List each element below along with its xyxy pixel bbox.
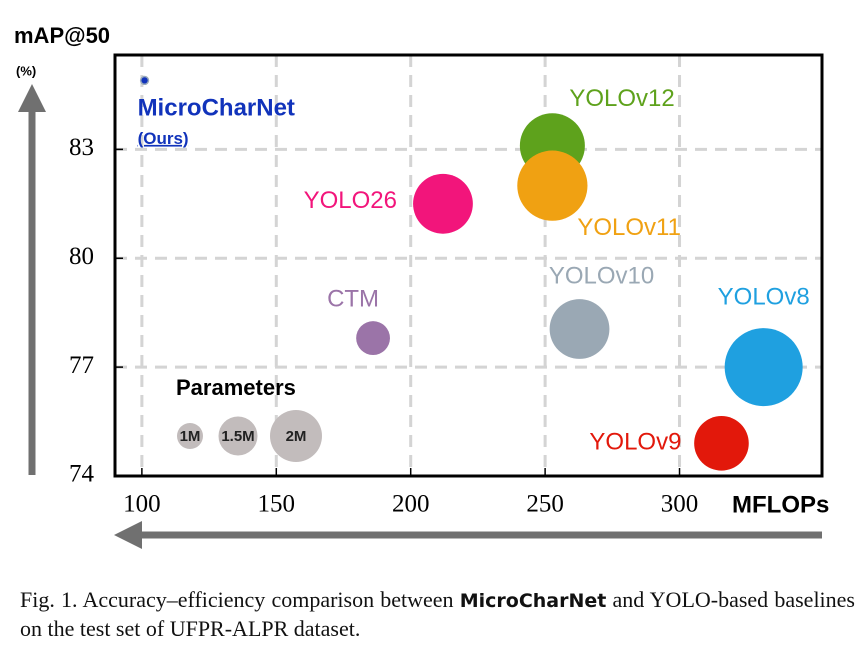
x-tick-label: 250 — [526, 491, 564, 518]
point-label: YOLOv12 — [569, 85, 674, 112]
x-axis-label: MFLOPs — [732, 491, 829, 518]
bubble — [356, 321, 390, 355]
x-tick-label: 200 — [392, 491, 430, 518]
bubble — [413, 173, 473, 234]
x-tick-label: 100 — [123, 491, 161, 518]
size-legend-bubble — [177, 423, 203, 449]
point-sublabel: (Ours) — [138, 129, 189, 148]
y-tick-label: 83 — [69, 134, 94, 161]
size-legend-label: 2M — [286, 428, 307, 445]
bubble — [694, 416, 749, 471]
size-legend-bubble — [218, 416, 258, 456]
bubble — [517, 150, 588, 221]
point-label: YOLO26 — [304, 187, 397, 214]
x-tick-label: 300 — [661, 491, 699, 518]
x-tick-label: 150 — [258, 491, 296, 518]
point-label: CTM — [327, 285, 379, 312]
point-label: YOLOv11 — [577, 214, 681, 241]
plot-frame — [113, 53, 824, 478]
point-label: YOLOv9 — [589, 429, 681, 456]
point-label: YOLOv10 — [549, 262, 654, 289]
caption-method: MicroCharNet — [459, 590, 607, 612]
size-legend-label: 1.5M — [221, 428, 254, 445]
bubble — [724, 328, 803, 407]
y-axis-label: mAP@50 — [14, 23, 110, 48]
chart: mAP@50 (%) MFLOPs 100 150 200 250 300 74 77 80 8… — [14, 23, 829, 549]
size-legend-label: 1M — [180, 428, 201, 445]
y-axis-unit: (%) — [16, 63, 36, 78]
caption-text: and YOLO-based baselines on the test set… — [20, 587, 855, 641]
caption: Fig. 1. Accuracy–efficiency comparison b… — [20, 586, 855, 643]
y-tick-label: 77 — [69, 352, 94, 379]
caption-text: Fig. 1. Accuracy–efficiency comparison b… — [20, 587, 460, 612]
y-tick-label: 80 — [69, 243, 94, 270]
size-legend-title: Parameters — [176, 375, 296, 400]
point-label: MicroCharNet — [138, 95, 295, 122]
point-label: YOLOv8 — [718, 283, 810, 310]
bubble — [549, 299, 610, 359]
size-legend-bubble — [270, 410, 322, 462]
bubble — [139, 75, 150, 86]
y-tick-label: 74 — [69, 461, 95, 488]
